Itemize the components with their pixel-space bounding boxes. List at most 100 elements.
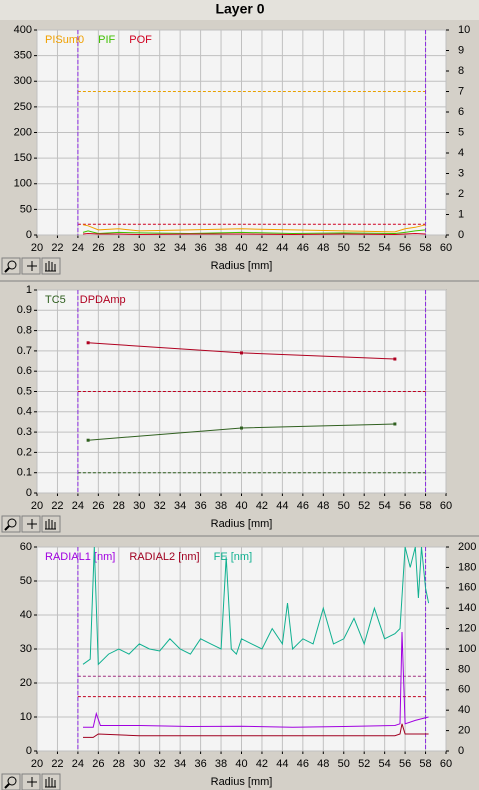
y-tick-label: 60 — [20, 541, 32, 553]
x-tick-label: 56 — [399, 500, 411, 512]
y2-tick-label: 80 — [458, 663, 470, 675]
icon — [7, 518, 17, 528]
toolbar-button[interactable] — [41, 773, 61, 790]
x-tick-label: 24 — [72, 242, 84, 254]
toolbar-button[interactable] — [1, 515, 21, 533]
x-tick-label: 44 — [276, 500, 288, 512]
toolbar-button[interactable] — [41, 515, 61, 533]
toolbar-button[interactable] — [1, 773, 21, 790]
window-title: Layer 0 — [215, 1, 264, 17]
y2-tick-label: 120 — [458, 623, 476, 635]
x-tick-label: 42 — [256, 500, 268, 512]
y-tick-label: 0.7 — [17, 345, 32, 357]
x-tick-label: 46 — [297, 758, 309, 770]
x-tick-label: 28 — [113, 500, 125, 512]
button-frame — [41, 773, 61, 790]
y-tick-label: 0.3 — [17, 426, 32, 438]
x-tick-label: 40 — [235, 242, 247, 254]
y2-tick-label: 100 — [458, 643, 476, 655]
y2-tick-label: 3 — [458, 167, 464, 179]
x-tick-label: 32 — [154, 242, 166, 254]
y-tick-label: 100 — [14, 178, 32, 190]
icon — [45, 261, 56, 272]
legend-label: RADIAL1 [nm] — [45, 551, 115, 563]
data-point — [393, 357, 397, 361]
x-tick-label: 36 — [194, 758, 206, 770]
icon — [45, 777, 56, 788]
y2-tick-label: 180 — [458, 561, 476, 573]
legend-label: FE [nm] — [214, 551, 253, 563]
y2-tick-label: 200 — [458, 541, 476, 553]
x-tick-label: 20 — [31, 758, 43, 770]
data-point — [240, 351, 243, 355]
y2-tick-label: 140 — [458, 602, 476, 614]
x-tick-label: 48 — [317, 242, 329, 254]
x-tick-label: 20 — [31, 500, 43, 512]
y2-tick-label: 1 — [458, 208, 464, 220]
legend-label: TC5 — [45, 294, 66, 306]
x-tick-label: 22 — [51, 758, 63, 770]
x-tick-label: 42 — [256, 758, 268, 770]
icon — [7, 260, 17, 270]
series-line — [83, 723, 429, 738]
toolbar-button[interactable] — [21, 515, 41, 533]
title-bar — [0, 0, 479, 20]
x-tick-label: 46 — [297, 500, 309, 512]
legend-label: PISum0 — [45, 34, 84, 46]
x-axis-label: Radius [mm] — [211, 776, 273, 788]
y2-tick-label: 160 — [458, 582, 476, 594]
y-tick-label: 250 — [14, 101, 32, 113]
x-axis-label: Radius [mm] — [211, 518, 273, 530]
x-tick-label: 52 — [358, 758, 370, 770]
x-axis-label: Radius [mm] — [211, 260, 273, 272]
y-tick-label: 0.2 — [17, 446, 32, 458]
toolbar-button[interactable] — [1, 257, 21, 275]
y2-tick-label: 2 — [458, 188, 464, 200]
icon — [7, 776, 17, 786]
y-tick-label: 0.8 — [17, 325, 32, 337]
toolbar-button[interactable] — [41, 257, 61, 275]
x-tick-label: 56 — [399, 758, 411, 770]
y2-tick-label: 7 — [458, 85, 464, 97]
y2-tick-label: 8 — [458, 65, 464, 77]
x-tick-label: 54 — [379, 500, 391, 512]
legend-label: PIF — [98, 34, 115, 46]
y2-tick-label: 0 — [458, 229, 464, 241]
x-tick-label: 38 — [215, 242, 227, 254]
icon — [4, 267, 10, 273]
data-point — [86, 341, 90, 345]
x-tick-label: 52 — [358, 500, 370, 512]
x-tick-label: 26 — [92, 758, 104, 770]
toolbar-button[interactable] — [21, 773, 41, 790]
icon — [45, 519, 56, 530]
y2-tick-label: 9 — [458, 44, 464, 56]
series-line — [82, 546, 430, 666]
y-tick-label: 150 — [14, 152, 32, 164]
button-frame — [41, 515, 61, 533]
y-tick-label: 0.9 — [17, 304, 32, 316]
x-tick-label: 20 — [31, 242, 43, 254]
toolbar-button[interactable] — [21, 257, 41, 275]
y-tick-label: 400 — [14, 24, 32, 36]
x-tick-label: 50 — [338, 758, 350, 770]
x-tick-label: 54 — [379, 242, 391, 254]
x-tick-label: 30 — [133, 242, 145, 254]
x-tick-label: 30 — [133, 500, 145, 512]
y-tick-label: 300 — [14, 75, 32, 87]
series-line — [82, 224, 426, 233]
y2-tick-label: 0 — [458, 745, 464, 757]
x-tick-label: 60 — [440, 758, 452, 770]
x-tick-label: 28 — [113, 758, 125, 770]
x-tick-label: 26 — [92, 242, 104, 254]
y-tick-label: 0.1 — [17, 467, 32, 479]
x-tick-label: 58 — [419, 758, 431, 770]
x-tick-label: 44 — [276, 758, 288, 770]
y-tick-label: 20 — [20, 677, 32, 689]
y-tick-label: 50 — [20, 203, 32, 215]
x-tick-label: 36 — [194, 242, 206, 254]
x-tick-label: 50 — [338, 500, 350, 512]
x-tick-label: 48 — [317, 500, 329, 512]
y2-tick-label: 10 — [458, 24, 470, 36]
